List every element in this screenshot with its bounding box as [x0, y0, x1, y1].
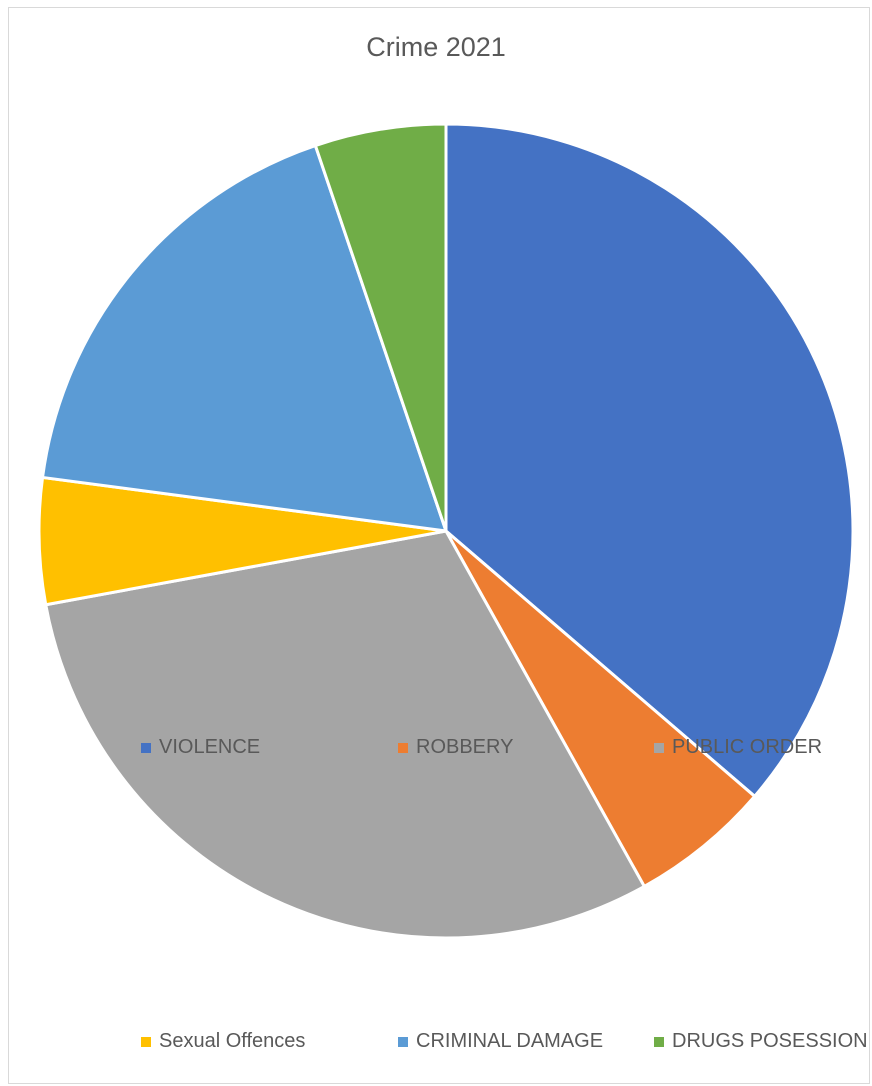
- pie-slice-criminal-damage: [41, 144, 448, 533]
- pie-slice-robbery: [444, 529, 757, 888]
- pie-slice-drugs-posession: [313, 122, 448, 533]
- pie-slice-public-order: [44, 529, 646, 940]
- pie-slice-violence: [444, 122, 855, 798]
- chart-title: Crime 2021: [366, 32, 506, 62]
